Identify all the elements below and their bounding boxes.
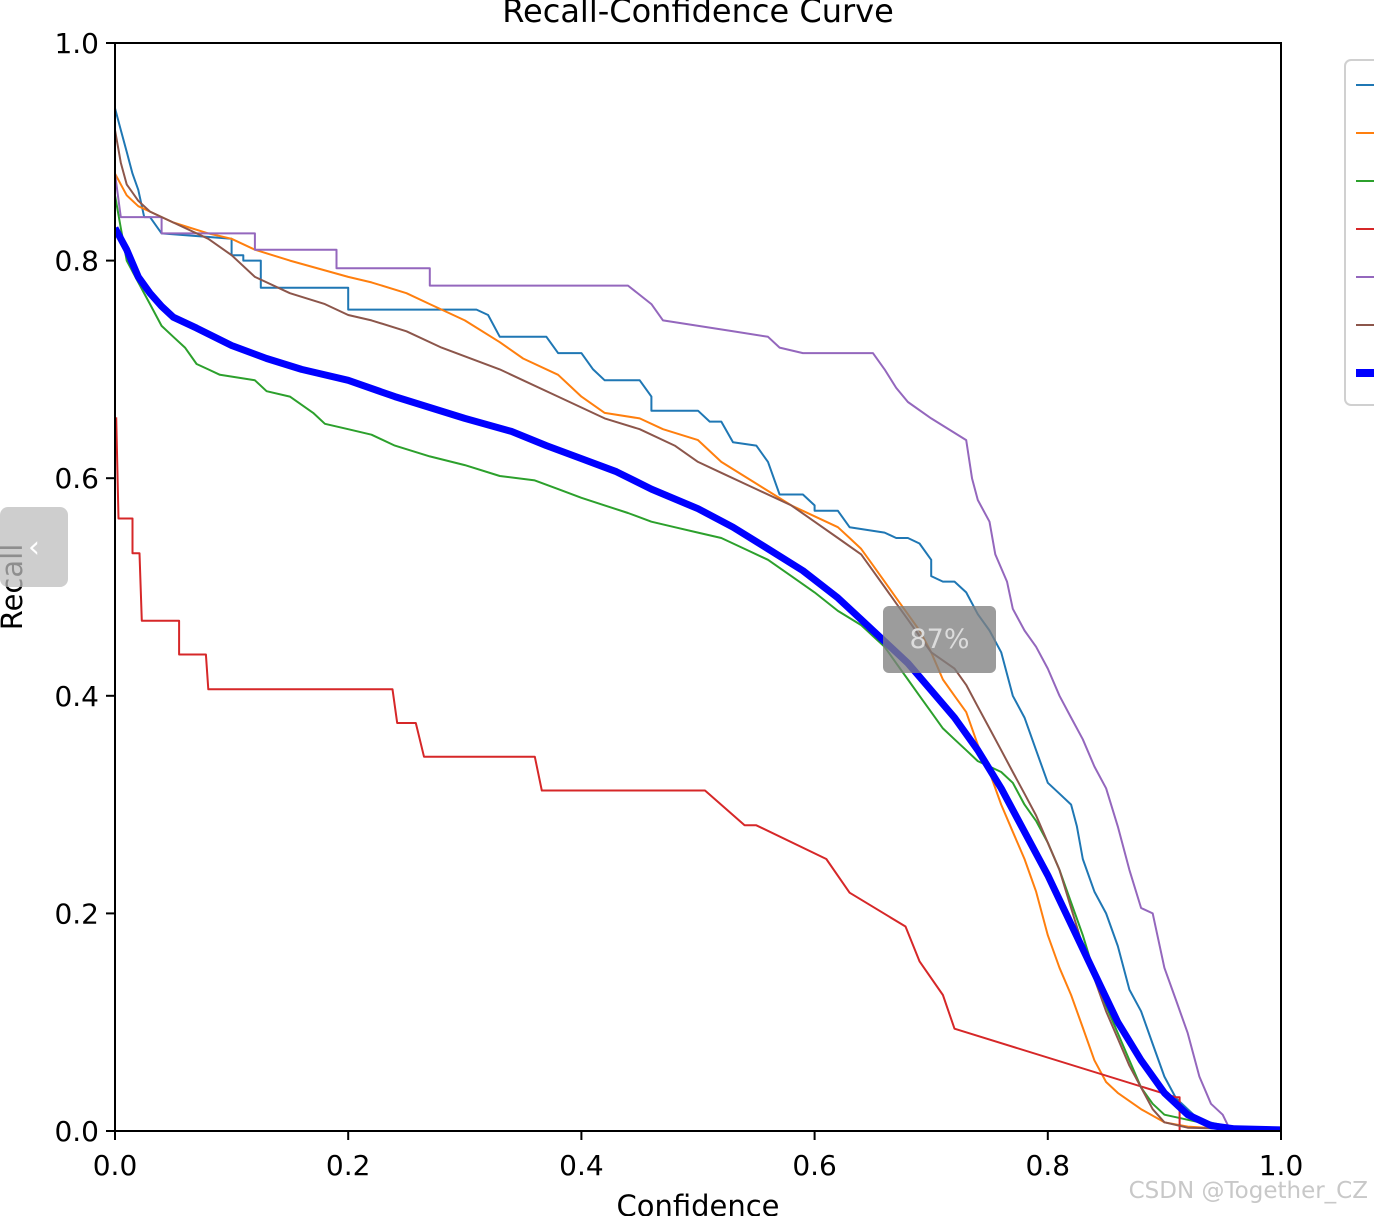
zoom-indicator: 87% <box>883 606 996 673</box>
series-line-1 <box>115 108 1281 1130</box>
y-tick-label: 0.4 <box>54 680 99 713</box>
x-axis-title: Confidence <box>616 1189 779 1216</box>
y-tick-label: 1.0 <box>54 27 99 60</box>
legend <box>1344 59 1374 406</box>
watermark: CSDN @Together_CZ <box>1128 1178 1368 1204</box>
chevron-left-icon: ‹ <box>28 529 40 565</box>
collapse-sidebar-button[interactable]: ‹ <box>0 507 68 587</box>
y-tick-label: 0.0 <box>54 1115 99 1148</box>
x-tick-label: 0.2 <box>326 1149 371 1182</box>
series-line-6 <box>115 129 1281 1131</box>
zoom-level: 87% <box>909 624 970 655</box>
series-line-4 <box>115 417 1181 1131</box>
y-tick-label: 0.8 <box>54 245 99 278</box>
chart-title: Recall-Confidence Curve <box>502 0 894 30</box>
plot-frame <box>114 42 1282 1132</box>
series-line-5 <box>115 173 1281 1130</box>
series-line-2 <box>115 173 1281 1131</box>
x-tick-label: 0.0 <box>93 1149 138 1182</box>
series-line-3 <box>115 195 1281 1130</box>
x-tick-label: 1.0 <box>1259 1149 1304 1182</box>
x-tick-label: 0.4 <box>559 1149 604 1182</box>
y-tick-label: 0.2 <box>54 897 99 930</box>
x-tick-label: 0.6 <box>792 1149 837 1182</box>
axis-ticks: 0.0 0.2 0.4 0.6 0.8 1.0 0.0 0.2 0.4 0.6 0.8 1.0 <box>54 27 1303 1182</box>
series-line-7 <box>115 226 1281 1131</box>
series-layer <box>115 108 1281 1131</box>
legend-box <box>1344 59 1374 406</box>
y-tick-label: 0.6 <box>54 462 99 495</box>
x-tick-label: 0.8 <box>1026 1149 1071 1182</box>
